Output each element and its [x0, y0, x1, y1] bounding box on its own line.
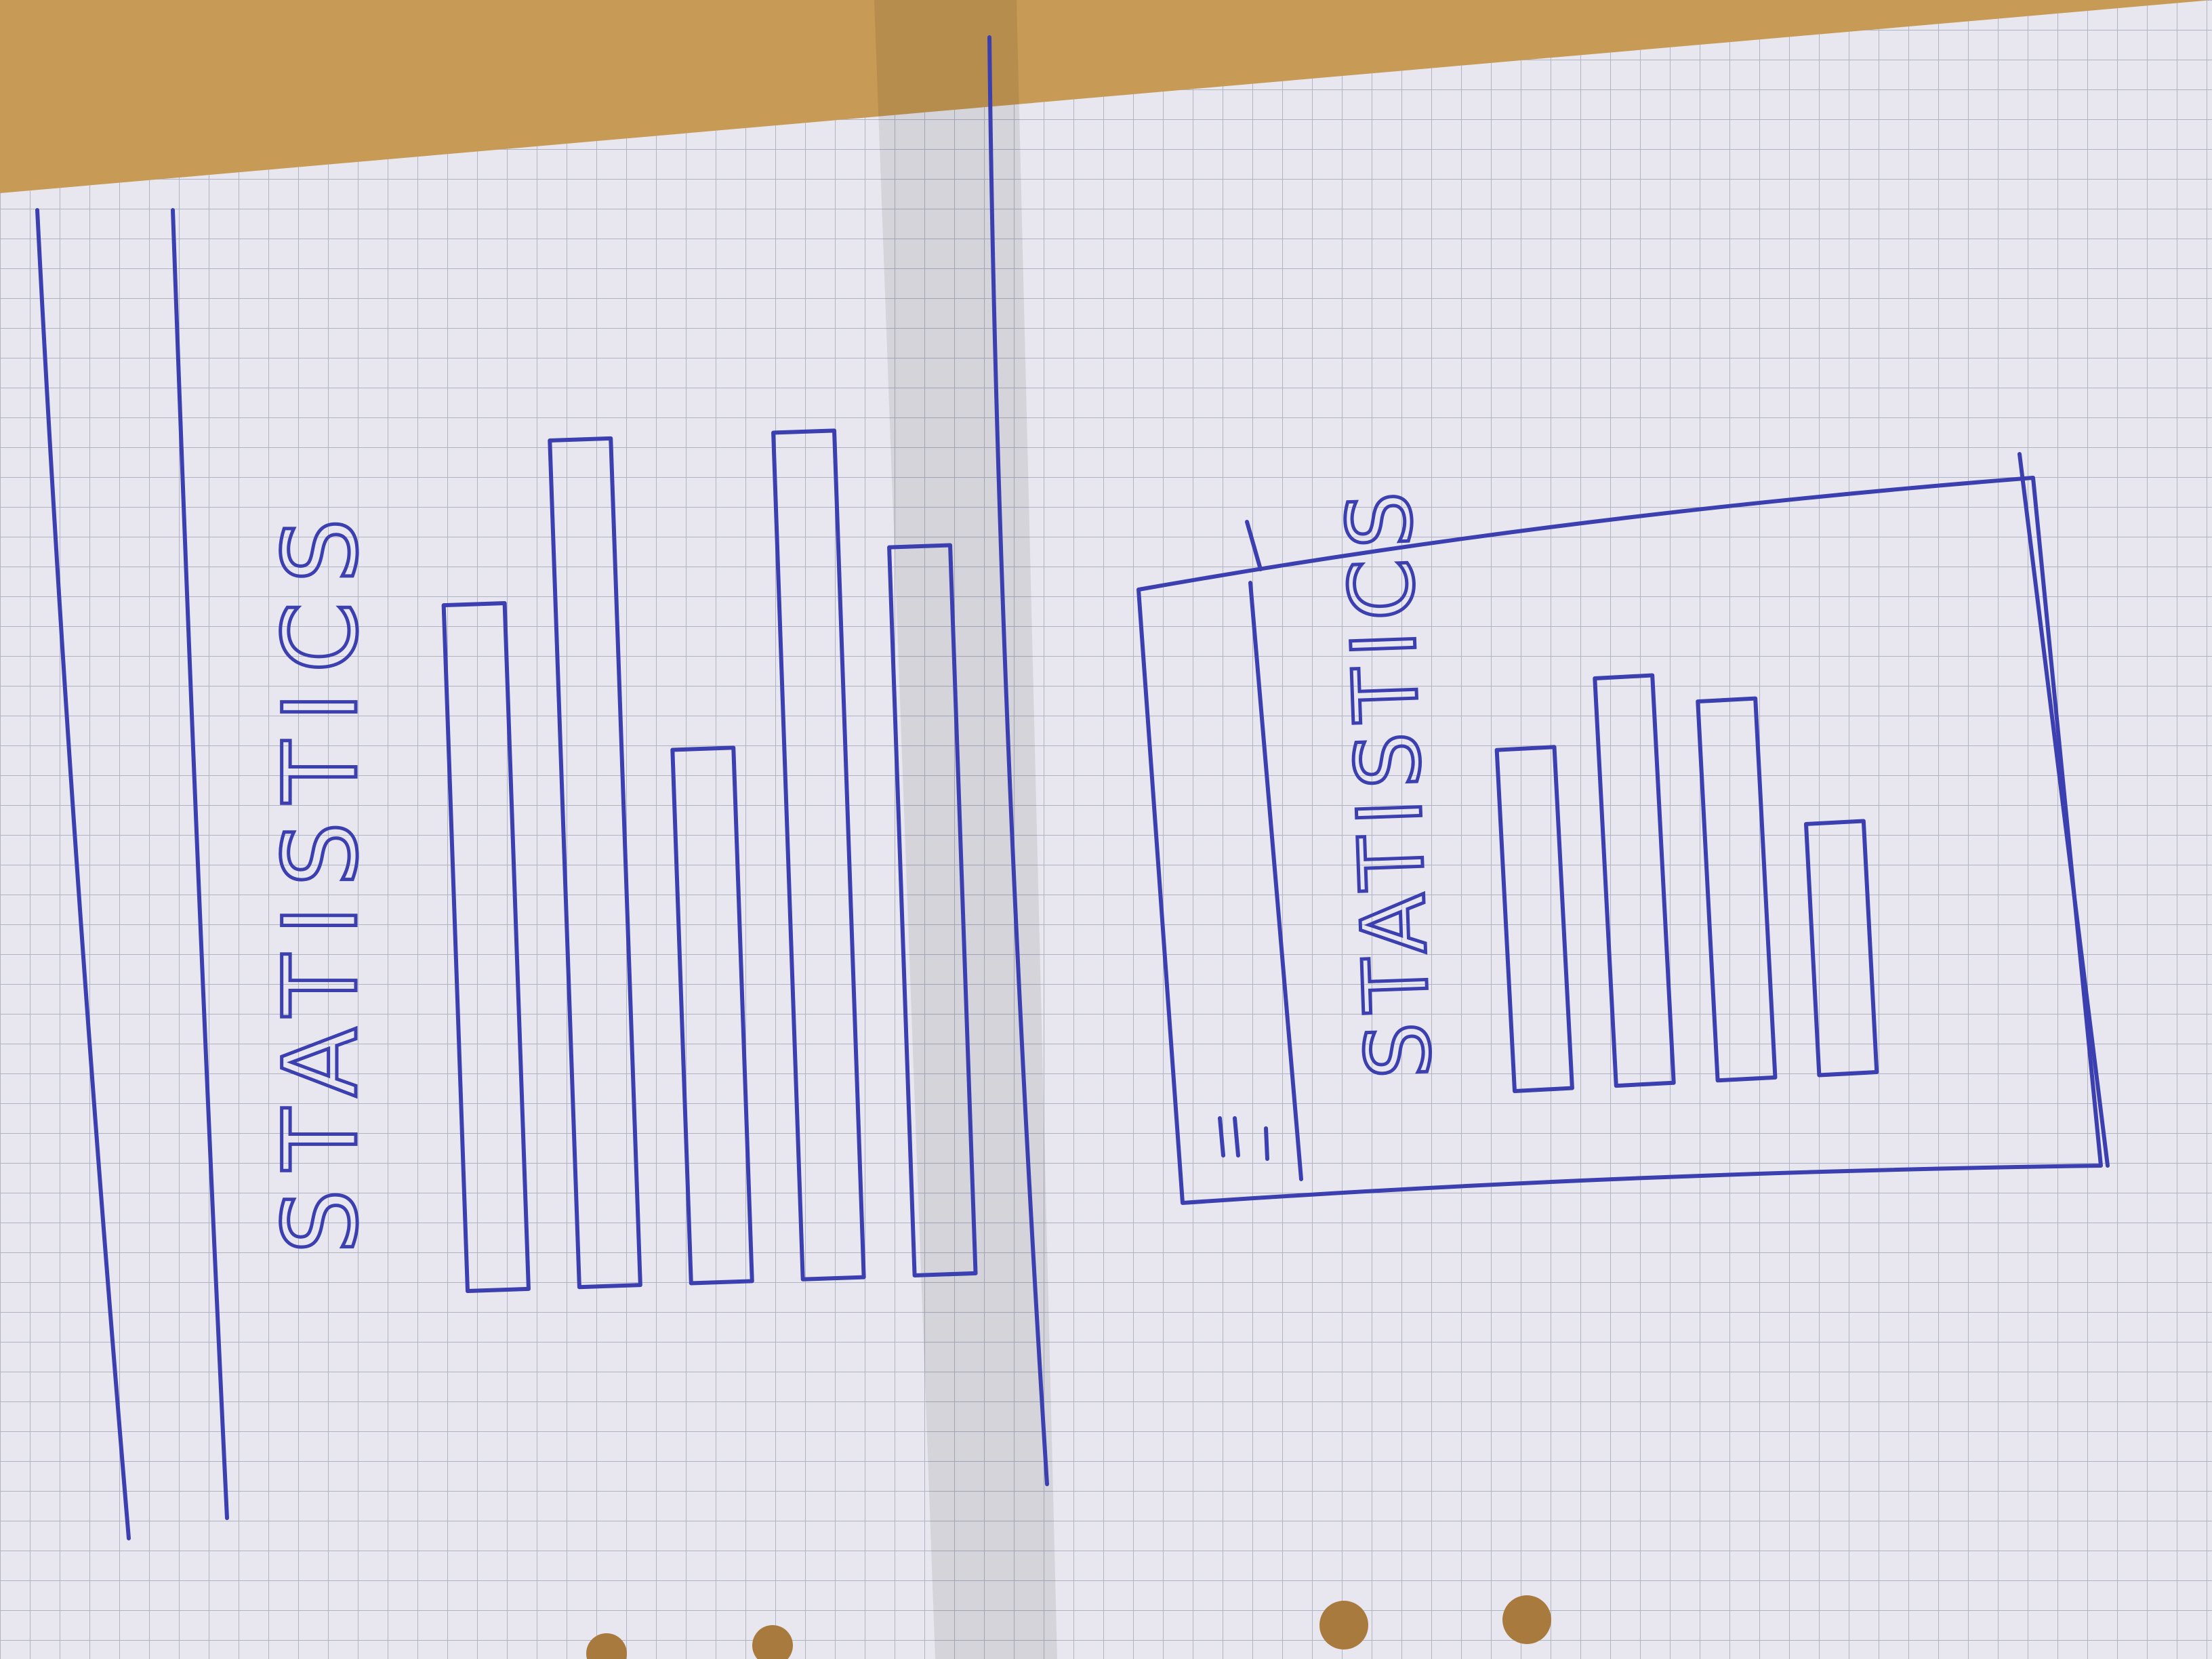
sketch-heading: STATISTICS: [262, 499, 380, 1254]
bar: [441, 600, 531, 1293]
menu-icon-line: [1233, 1116, 1240, 1158]
menu-icon-line: [1218, 1116, 1225, 1158]
menu-icon: [1218, 1116, 1269, 1161]
bar: [887, 543, 978, 1277]
punch-hole: [1502, 1595, 1551, 1644]
left-margin-line-1: [35, 208, 131, 1540]
punch-hole: [586, 1633, 627, 1659]
bar: [1593, 673, 1676, 1088]
frame-outer-top: [1245, 520, 1263, 571]
right-bar-chart: [1494, 673, 1879, 1093]
ink-dividers: [35, 35, 1049, 1540]
center-divider-line: [987, 35, 1049, 1486]
bar: [1803, 819, 1879, 1078]
bar: [1494, 745, 1574, 1093]
paper-fold-shadow: [874, 0, 1057, 1659]
sketch-heading: STATISTICS: [1327, 479, 1451, 1080]
punch-hole: [1319, 1601, 1368, 1650]
left-margin-line-2: [171, 208, 229, 1520]
frame-outline: [1136, 476, 2103, 1205]
frame-right-edge: [2018, 452, 2110, 1168]
left-bar-chart: [441, 428, 978, 1293]
menu-icon-line: [1264, 1126, 1269, 1161]
punch-holes: [586, 1595, 1551, 1659]
left-sketch: STATISTICS: [261, 428, 978, 1293]
bar: [1696, 696, 1778, 1083]
sidebar-panel: [1248, 581, 1303, 1181]
bar: [670, 745, 754, 1286]
punch-hole: [752, 1625, 793, 1659]
bar: [548, 436, 642, 1290]
bar: [771, 428, 866, 1282]
right-sketch: STATISTICS: [1136, 452, 2110, 1205]
